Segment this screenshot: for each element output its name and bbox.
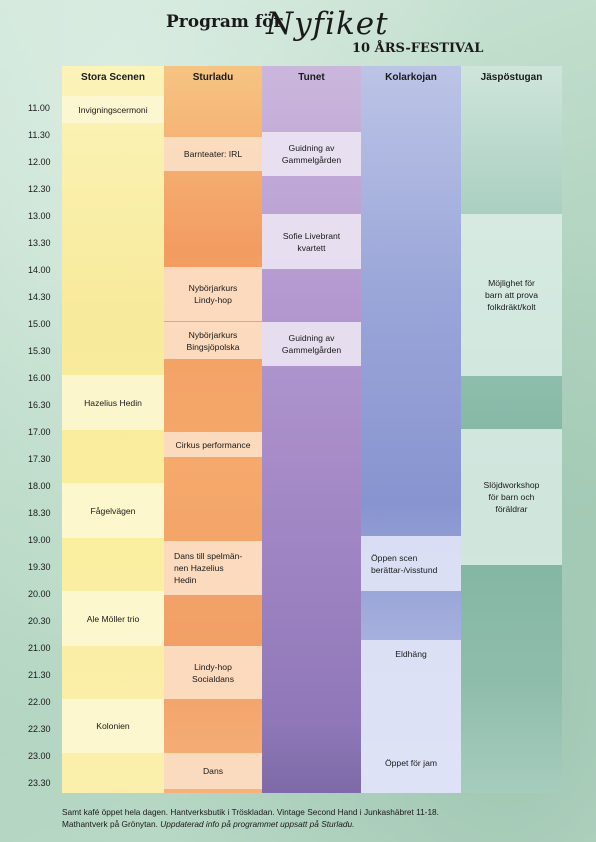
time-label: 19.00 (28, 535, 51, 545)
footer-line-2-italic: Uppdaterad info på programmet uppsatt på… (160, 819, 355, 829)
column-header: Jäspöstugan (480, 72, 543, 83)
time-label: 22.30 (28, 724, 51, 734)
event-guidning-2: Guidning av Gammelgården (262, 322, 361, 366)
time-label: 21.30 (28, 670, 51, 680)
column-jaspostugan: Jäspöstugan Möjlighet för barn att prova… (461, 66, 562, 793)
column-header: Tunet (298, 72, 325, 83)
event-folkdrakt: Möjlighet för barn att prova folkdräkt/k… (461, 214, 562, 376)
column-header: Sturladu (192, 72, 234, 83)
time-label: 14.00 (28, 265, 51, 275)
column-header: Kolarkojan (385, 72, 437, 83)
event-fagelvagen: Fågelvägen (62, 483, 164, 538)
event-slojdworkshop: Slöjdworkshop för barn och föräldrar (461, 429, 562, 565)
time-label: 12.30 (28, 184, 51, 194)
time-label: 23.00 (28, 751, 51, 761)
time-label: 13.00 (28, 211, 51, 221)
event-invigningscermoni: Invigningscermoni (62, 96, 164, 123)
event-dans: Dans (164, 753, 262, 789)
event-cirkus-performance: Cirkus performance (164, 432, 262, 457)
time-label: 11.00 (28, 103, 50, 113)
event-sofie-livebrant: Sofie Livebrant kvartett (262, 214, 361, 269)
column-sturladu: Sturladu Barnteater: IRL Nybörjarkurs Li… (164, 66, 262, 793)
event-guidning-1: Guidning av Gammelgården (262, 132, 361, 176)
time-label: 12.00 (28, 157, 51, 167)
page-header: Program för Nyfiket 10 ÅRS-FESTIVAL (0, 0, 596, 66)
time-label: 17.30 (28, 454, 51, 464)
event-ale-moller-trio: Ale Möller trio (62, 591, 164, 646)
time-label: 22.00 (28, 697, 51, 707)
event-lindy-hop-socialdans: Lindy-hop Socialdans (164, 646, 262, 699)
event-oppet-for-jam: Öppet för jam (361, 676, 461, 793)
page-subtitle: 10 ÅRS-FESTIVAL (352, 41, 484, 56)
time-label: 15.00 (28, 319, 51, 329)
event-barnteater: Barnteater: IRL (164, 137, 262, 171)
column-kolarkojan: Kolarkojan Öppen scen berättar-/visstund… (361, 66, 461, 793)
event-kolonien: Kolonien (62, 699, 164, 753)
time-label: 18.30 (28, 508, 51, 518)
event-nyborjarkurs-bingsjo: Nybörjarkurs Bingsjöpolska (164, 322, 262, 359)
time-label: 21.00 (28, 643, 51, 653)
event-eldhang: Eldhäng (361, 640, 461, 676)
time-label: 20.30 (28, 616, 51, 626)
time-label: 17.00 (28, 427, 51, 437)
event-nyborjarkurs-lindy: Nybörjarkurs Lindy-hop (164, 267, 262, 321)
page-title: Program för (166, 12, 283, 32)
footer-line-1: Samt kafé öppet hela dagen. Hantverksbut… (62, 807, 439, 817)
time-label: 16.00 (28, 373, 51, 383)
column-tunet: Tunet Guidning av Gammelgården Sofie Liv… (262, 66, 361, 793)
time-label: 16.30 (28, 400, 51, 410)
time-label: 23.30 (28, 778, 51, 788)
time-label: 20.00 (28, 589, 51, 599)
footer-info: Samt kafé öppet hela dagen. Hantverksbut… (62, 806, 562, 830)
event-hazelius-hedin: Hazelius Hedin (62, 375, 164, 430)
time-label: 19.30 (28, 562, 51, 572)
time-label: 13.30 (28, 238, 51, 248)
footer-line-2: Mathantverk på Grönytan. Uppdaterad info… (62, 818, 562, 830)
event-oppen-scen: Öppen scen berättar-/visstund (361, 536, 461, 591)
time-label: 14.30 (28, 292, 51, 302)
time-label: 11.30 (28, 130, 50, 140)
festival-name: Nyfiket (266, 6, 389, 42)
time-label: 18.00 (28, 481, 51, 491)
event-dans-spelmannen: Dans till spelmän- nen Hazelius Hedin (164, 541, 262, 595)
time-label: 15.30 (28, 346, 51, 356)
footer-line-2-plain: Mathantverk på Grönytan. (62, 819, 161, 829)
column-header: Stora Scenen (81, 72, 145, 83)
column-stora-scenen: Stora Scenen Invigningscermoni Hazelius … (62, 66, 164, 793)
